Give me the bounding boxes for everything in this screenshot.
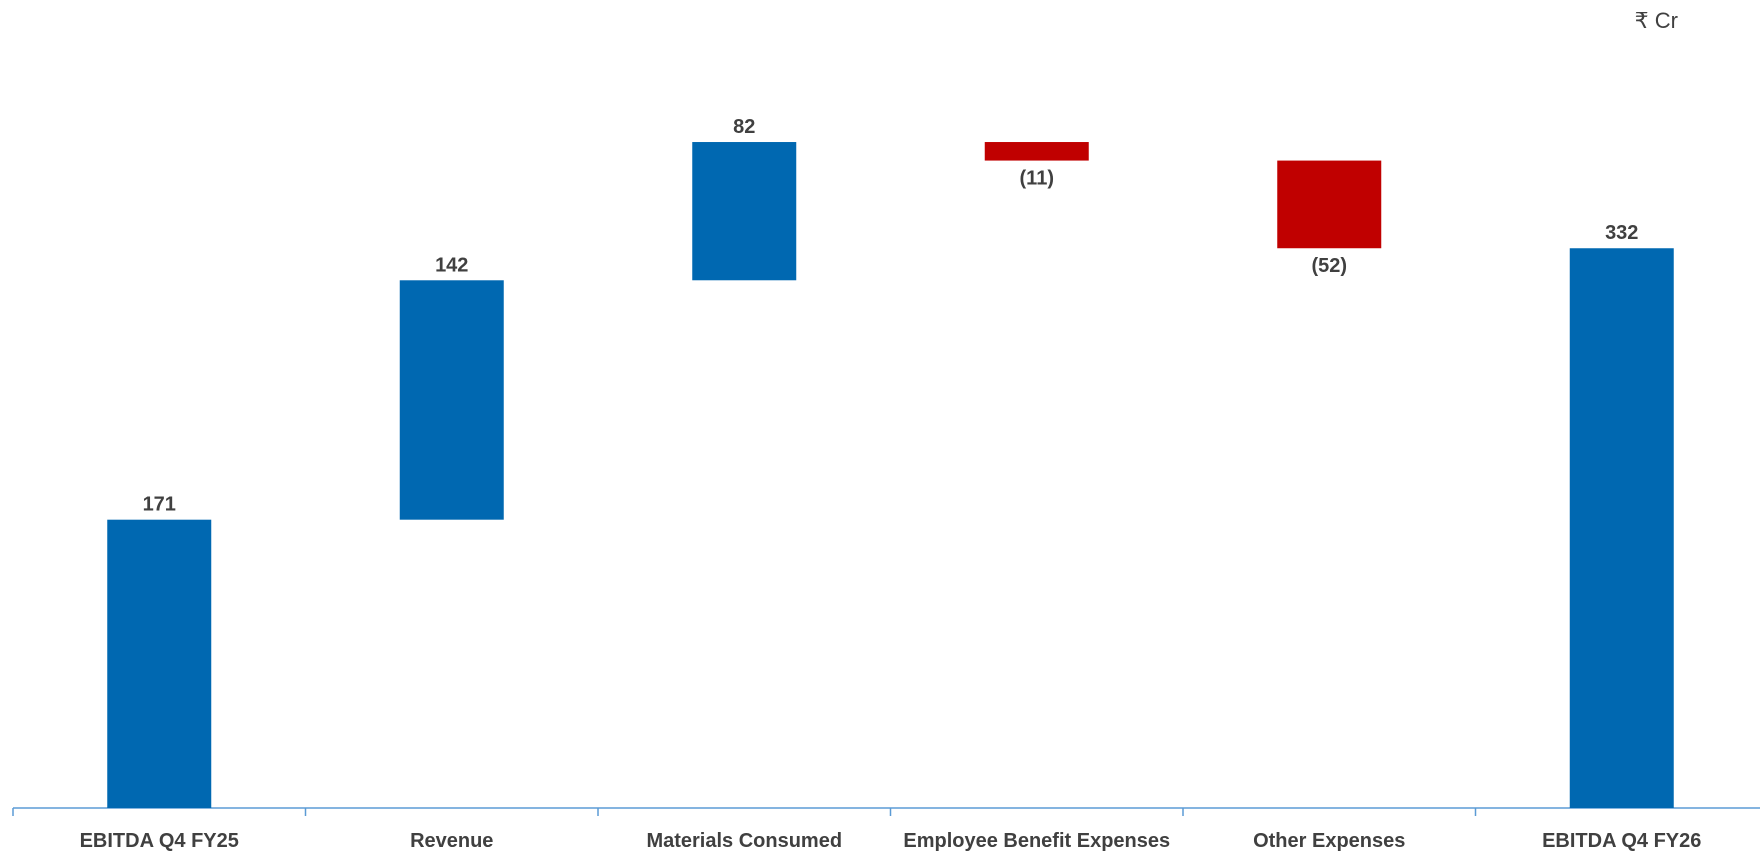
data-label: 82 (733, 116, 755, 138)
data-label: 171 (143, 494, 176, 516)
data-label: (52) (1311, 255, 1347, 277)
bar-ebitda-q4-fy26 (1569, 248, 1674, 809)
bar-employee-benefit-expenses (984, 142, 1089, 161)
category-label: Revenue (410, 830, 493, 852)
unit-label: ₹ Cr (1634, 8, 1678, 33)
data-label: 142 (435, 254, 468, 276)
category-label: Materials Consumed (646, 830, 842, 852)
category-label: Other Expenses (1253, 830, 1405, 852)
data-label: 332 (1605, 222, 1638, 244)
category-label: EBITDA Q4 FY25 (80, 830, 239, 852)
category-label: Employee Benefit Expenses (903, 830, 1170, 852)
bar-materials-consumed (692, 142, 797, 281)
data-label: (11) (1020, 168, 1054, 190)
category-label: EBITDA Q4 FY26 (1542, 830, 1701, 852)
bar-other-expenses (1277, 160, 1382, 249)
bar-revenue (399, 280, 504, 520)
bar-ebitda-q4-fy25 (107, 519, 212, 808)
